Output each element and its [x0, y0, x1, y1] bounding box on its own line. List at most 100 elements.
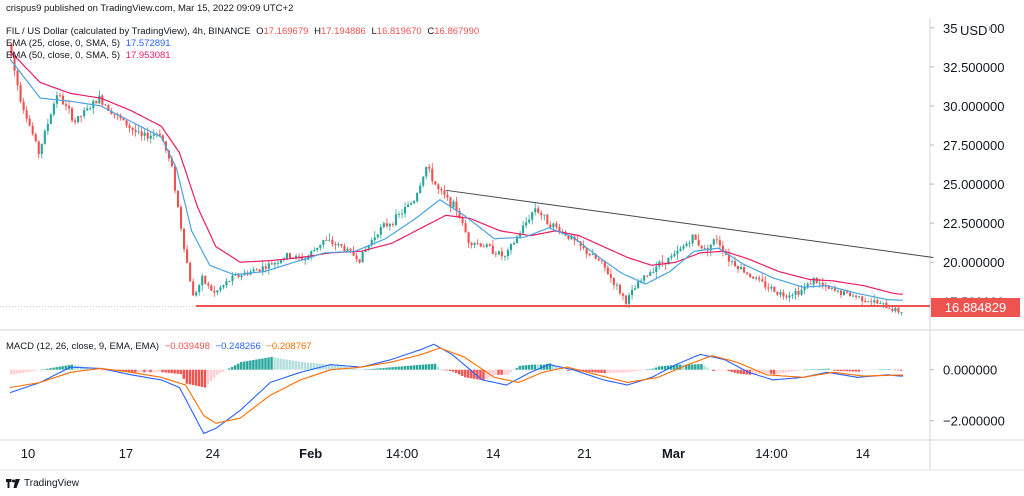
legend-ema25-row[interactable]: EMA (25, close, 0, SMA, 5) 17.572891: [6, 38, 174, 50]
macd-histogram-bar: [866, 369, 870, 371]
macd-histogram-bar: [140, 369, 143, 373]
macd-histogram-bar: [787, 369, 791, 373]
candle-body: [86, 108, 89, 111]
candle-body: [10, 43, 13, 57]
candle-body: [458, 210, 461, 219]
macd-histogram-bar: [327, 364, 331, 370]
macd-histogram-bar: [97, 369, 101, 370]
candle-body: [888, 308, 891, 309]
macd-histogram-bar: [424, 364, 428, 370]
price-tick-label: 32.500000: [943, 60, 1004, 75]
candle-body: [222, 285, 225, 288]
candle-body: [688, 243, 691, 245]
macd-histogram-bar: [370, 368, 373, 370]
macd-histogram-bar: [382, 367, 385, 370]
macd-histogram-bar: [600, 369, 603, 374]
candle-body: [140, 131, 143, 136]
macd-histogram-bar: [221, 369, 225, 372]
candle-body: [28, 118, 31, 126]
macd-histogram-bar: [243, 361, 246, 370]
macd-histogram-bar: [212, 369, 216, 378]
candle-body: [373, 237, 376, 241]
candle-body: [543, 214, 546, 216]
macd-histogram-bar: [545, 363, 549, 370]
candle-body: [98, 95, 101, 104]
candle-body: [855, 295, 858, 297]
time-tick-label: 17: [119, 446, 133, 461]
macd-histogram-bar: [827, 368, 830, 370]
macd-histogram-bar: [88, 367, 92, 370]
macd-histogram-bar: [252, 360, 255, 370]
candle-body: [422, 176, 425, 186]
macd-histogram-bar: [527, 364, 531, 370]
candle-body: [482, 246, 485, 248]
candle-body: [597, 258, 600, 261]
candle-body: [198, 285, 201, 293]
ema50-line: [9, 50, 903, 295]
candle-body: [867, 301, 870, 303]
candle-body: [52, 103, 55, 115]
candle-body: [752, 276, 755, 279]
candle-body: [755, 277, 758, 279]
candle-body: [882, 302, 885, 304]
macd-histogram-bar: [264, 357, 267, 370]
macd-histogram-bar: [215, 369, 219, 375]
candle-body: [125, 120, 128, 126]
macd-histogram-bar: [458, 369, 461, 375]
macd-histogram-bar: [155, 369, 158, 373]
signal-line: [9, 347, 903, 424]
candle-body: [788, 295, 791, 298]
candle-body: [74, 120, 77, 123]
macd-histogram-bar: [685, 364, 688, 370]
candle-body: [491, 245, 494, 254]
macd-histogram-bar: [19, 369, 22, 374]
macd-histogram-bar: [660, 366, 664, 370]
macd-histogram-bar: [518, 365, 521, 370]
price-pane[interactable]: [0, 42, 934, 316]
candle-body: [361, 251, 364, 263]
macd-histogram-bar: [46, 368, 49, 370]
footer-brand[interactable]: TradingView: [6, 478, 79, 489]
currency-label[interactable]: USD: [958, 23, 990, 38]
macd-histogram-bar: [43, 369, 46, 370]
macd-histogram-bar: [164, 369, 167, 373]
candle-body: [836, 290, 839, 292]
candle-body: [258, 269, 261, 272]
candle-body: [739, 267, 743, 270]
macd-histogram-bar: [85, 367, 89, 370]
candle-body: [298, 255, 301, 257]
macd-histogram-bar: [170, 369, 173, 374]
candle-body: [31, 125, 34, 135]
candle-body: [228, 281, 231, 282]
macd-histogram-bar: [270, 356, 273, 370]
candle-body: [691, 234, 694, 244]
candle-body: [785, 296, 788, 298]
legend-macd-row[interactable]: MACD (12, 26, close, 9, EMA, EMA) −0.039…: [6, 341, 315, 353]
macd-histogram-bar: [582, 369, 585, 372]
macd-histogram-bar: [869, 369, 873, 371]
candle-body: [588, 253, 591, 256]
candle-body: [101, 95, 104, 105]
candle-body: [201, 275, 204, 286]
macd-histogram-bar: [448, 369, 452, 372]
candle-body: [346, 248, 349, 252]
candle-body: [891, 308, 894, 312]
macd-histogram-bar: [842, 369, 845, 372]
macd-pane[interactable]: [9, 343, 903, 435]
macd-histogram-bar: [709, 369, 712, 370]
candle-body: [25, 110, 28, 119]
low-value: 16.819670: [376, 26, 422, 37]
candle-body: [152, 134, 155, 136]
candle-body: [340, 244, 343, 246]
candle-body: [461, 218, 464, 224]
legend-ema50-row[interactable]: EMA (50, close, 0, SMA, 5) 17.953081: [6, 50, 174, 62]
candle-body: [58, 95, 62, 97]
candle-body: [661, 261, 664, 263]
candle-body: [845, 291, 849, 293]
macd-histogram-bar: [49, 368, 52, 370]
macd-histogram-bar: [194, 369, 198, 386]
candle-body: [449, 197, 452, 208]
macd-histogram-bar: [358, 369, 361, 370]
macd-histogram-bar: [585, 369, 588, 372]
